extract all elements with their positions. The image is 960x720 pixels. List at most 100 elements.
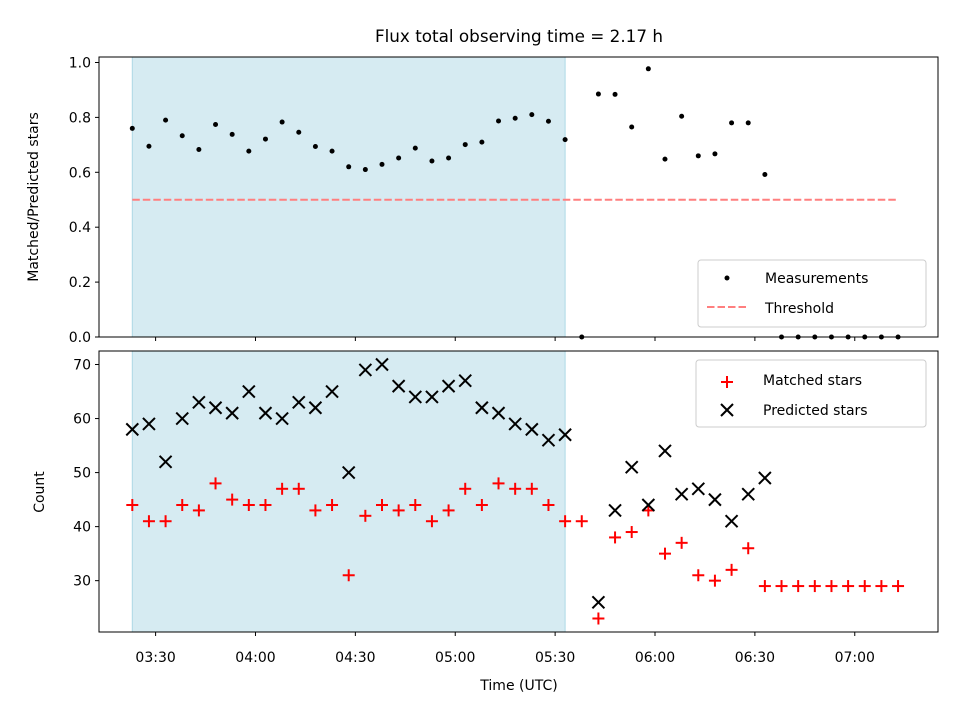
count-x-tick-label: 07:00 <box>835 650 875 666</box>
count-legend: Matched stars Predicted stars <box>695 359 927 428</box>
predicted-stars-point <box>325 384 339 399</box>
predicted-stars-point <box>208 401 223 415</box>
predicted-stars-point <box>475 401 489 415</box>
predicted-stars-point <box>391 379 406 393</box>
count-x-tick-label: 03:30 <box>135 650 175 666</box>
matched-stars-point <box>875 580 888 593</box>
measurement-point <box>379 161 385 167</box>
predicted-stars-point <box>341 465 356 480</box>
matched-stars-point <box>858 580 871 593</box>
measurement-point <box>213 122 219 128</box>
legend-label-matched: Matched stars <box>763 373 862 389</box>
count-y-tick-label: 50 <box>73 466 91 482</box>
ratio-legend-box <box>697 259 927 328</box>
measurement-point <box>512 115 518 121</box>
matched-stars-points <box>126 477 905 625</box>
predicted-stars-points <box>125 357 772 609</box>
matched-stars-point <box>609 531 622 544</box>
matched-stars-point <box>276 482 289 495</box>
measurement-point <box>279 119 285 125</box>
measurement-point <box>545 118 551 124</box>
count-x-tick-label: 04:00 <box>235 650 275 666</box>
predicted-stars-point <box>674 487 689 501</box>
measurement-point <box>679 113 685 119</box>
measurement-point <box>429 158 435 164</box>
predicted-stars-point <box>175 411 189 426</box>
measurement-point <box>179 133 185 139</box>
predicted-stars-point <box>658 444 672 458</box>
matched-stars-point <box>842 580 855 593</box>
matched-stars-point <box>242 499 255 512</box>
matched-stars-point <box>658 547 671 560</box>
measurement-point <box>662 156 668 162</box>
measurement-point <box>446 155 452 161</box>
ratio-panel: 0.0 0.2 0.4 0.6 0.8 1.0 Matched/Predicted sta… <box>26 55 939 346</box>
ratio-x-ticks <box>155 337 856 341</box>
predicted-stars-point <box>741 487 755 501</box>
measurement-point <box>462 142 468 148</box>
measurement-point <box>412 145 418 151</box>
count-y-tick-label: 60 <box>73 412 91 428</box>
measurement-point <box>629 124 635 130</box>
measurement-point <box>246 148 252 154</box>
predicted-stars-point <box>508 417 522 431</box>
ratio-y-tick-label: 1.0 <box>69 55 91 71</box>
measurement-point <box>695 153 701 159</box>
ratio-y-axis: 0.0 0.2 0.4 0.6 0.8 1.0 <box>69 55 99 346</box>
predicted-stars-point <box>641 498 656 512</box>
matched-stars-point <box>159 515 172 528</box>
predicted-stars-point <box>292 395 306 410</box>
matched-stars-point <box>542 499 555 512</box>
measurement-point <box>745 120 751 126</box>
ratio-y-label: Matched/Predicted stars <box>26 112 42 282</box>
measurement-point <box>479 139 485 145</box>
measurement-point <box>396 155 402 161</box>
measurement-point <box>529 112 535 118</box>
legend-label-measurements: Measurements <box>765 271 868 287</box>
measurement-point <box>312 143 318 149</box>
predicted-stars-point <box>724 514 739 528</box>
matched-stars-point <box>692 569 705 582</box>
predicted-stars-point <box>358 363 373 377</box>
predicted-stars-point <box>458 374 472 388</box>
count-x-tick-label: 05:00 <box>435 650 475 666</box>
ratio-y-tick-label: 0.4 <box>69 220 91 236</box>
predicted-stars-point <box>624 460 639 474</box>
ratio-y-tick-label: 0.8 <box>69 110 91 126</box>
predicted-stars-point <box>558 428 572 442</box>
matched-stars-point <box>575 515 588 528</box>
ratio-legend: Measurements Threshold <box>697 259 927 328</box>
matched-stars-point <box>525 482 538 495</box>
predicted-stars-point <box>142 417 156 431</box>
count-y-axis: 30 40 50 60 70 <box>73 358 99 590</box>
matched-stars-point <box>708 574 721 587</box>
matched-stars-point <box>758 580 771 593</box>
predicted-stars-point <box>158 455 173 469</box>
matched-stars-point <box>359 509 372 522</box>
count-panel: 30 40 50 60 70 03:30 04:00 04:30 05:00 05:30 06:0… <box>32 350 939 694</box>
measurement-point <box>346 164 352 170</box>
measurement-point <box>262 136 268 142</box>
matched-stars-point <box>475 499 488 512</box>
measurement-point <box>146 143 152 149</box>
matched-stars-point <box>459 482 472 495</box>
predicted-stars-point <box>525 422 539 437</box>
matched-stars-point <box>209 477 222 490</box>
count-y-tick-label: 40 <box>73 520 91 536</box>
predicted-stars-point <box>275 411 289 426</box>
observing-window-shade-count <box>132 351 566 632</box>
count-x-tick-label: 06:30 <box>735 650 775 666</box>
measurement-point <box>163 117 169 123</box>
measurement-point <box>562 137 568 143</box>
predicted-stars-point <box>708 492 722 507</box>
ratio-y-tick-label: 0.0 <box>69 330 91 346</box>
predicted-stars-point <box>541 433 556 447</box>
predicted-stars-point <box>192 395 206 410</box>
ratio-y-tick-label: 0.6 <box>69 165 91 181</box>
matched-stars-point <box>675 536 688 549</box>
legend-marker-predicted <box>720 403 734 417</box>
predicted-stars-point <box>308 401 323 415</box>
matched-stars-point <box>808 580 821 593</box>
measurement-point <box>196 147 202 153</box>
